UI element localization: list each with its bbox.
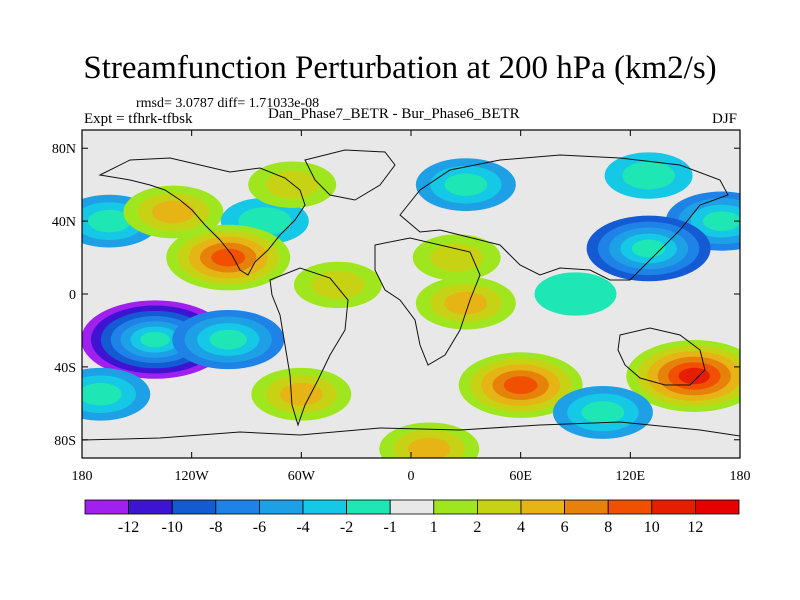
north-america-coast [98,157,306,276]
colorbar-swatch [215,499,260,515]
lat-tick-label: 80N [52,142,76,157]
colorbar-swatch [258,499,304,515]
africa-coast [374,237,481,366]
colorbar-swatch [607,499,653,515]
anomaly-10 [415,276,516,330]
contour-level [678,367,711,385]
contour-level [703,211,740,232]
greenland-coast [304,149,396,201]
lat-tick-label: 40N [52,215,76,230]
map-axes: 80N 40N 0 40S 80S 180 120W 60W 0 60E 120E 180 [52,130,751,484]
anomaly-17 [626,340,740,412]
coastlines [82,149,740,441]
anomaly-19 [534,272,617,316]
anomaly-11 [293,261,382,309]
colorbar-swatch [651,499,696,515]
colorbar-label: 12 [687,519,703,536]
colorbar-swatch [302,499,347,515]
colorbar: -12 -10 -8 -6 -4 -2 -1 1 2 4 6 8 10 12 [84,499,740,536]
eurasia-coast [399,154,729,281]
anomaly-16 [458,352,583,418]
anomaly-20 [379,422,480,458]
anomaly-4 [166,224,291,291]
anomaly-5 [248,161,337,208]
contour-level [407,437,451,458]
colorbar-label: -1 [384,519,397,536]
lon-tick-label: 0 [408,469,415,484]
contour-level [444,291,488,315]
lon-tick-label: 60W [288,469,316,484]
colorbar-label: -4 [296,519,309,536]
colorbar-label: -6 [253,519,266,536]
lon-tick-label: 60E [509,469,532,484]
south-america-coast [269,267,349,427]
colorbar-swatch [476,499,522,515]
anomaly-13 [172,309,285,370]
colorbar-swatch [346,499,391,515]
colorbar-swatch [84,499,129,515]
anomaly-18 [552,386,653,439]
colorbar-label: -8 [209,519,222,536]
lon-tick-label: 180 [730,469,751,484]
anomaly-14 [82,367,151,421]
colorbar-label: 8 [604,519,612,536]
contour-level [265,170,319,199]
colorbar-label: -10 [162,519,183,536]
colorbar-swatch [520,499,565,515]
contour-level [209,329,247,350]
colorbar-label: -12 [118,519,139,536]
season-label: DJF [712,111,738,127]
colorbar-label: 1 [430,519,438,536]
map-title: Streamfunction Perturbation at 200 hPa (… [83,50,717,86]
colorbar-label: 4 [517,519,525,536]
contour-level [151,200,195,224]
contour-level [211,248,246,267]
expt-label: Expt = tfhrk-tfbsk [84,111,193,127]
colorbar-swatch [564,499,609,515]
contour-level [444,173,488,196]
contour-level [534,272,617,316]
anomaly-9 [412,234,501,281]
colorbar-swatch [433,499,478,515]
anomaly-7 [604,152,693,199]
contour-level [503,376,538,395]
contour-level [140,331,170,348]
contour-level [581,401,625,424]
contour-field [82,152,740,458]
colorbar-swatch [171,499,217,515]
contour-level [631,239,666,258]
anomaly-8 [586,215,711,282]
subtitle-label: Dan_Phase7_BETR - Bur_Phase6_BETR [268,106,520,122]
anomaly-15 [251,367,352,421]
contour-level [279,382,323,406]
lat-tick-label: 80S [54,434,76,449]
lon-tick-label: 180 [72,469,93,484]
lat-tick-label: 0 [69,288,76,303]
lon-tick-label: 120W [175,469,210,484]
lat-tick-label: 40S [54,361,76,376]
colorbar-label: 10 [644,519,660,536]
contour-level [311,270,365,299]
contour-level [430,243,484,272]
australia-coast [617,327,706,386]
anomaly-2 [123,185,224,239]
colorbar-swatch [128,499,173,515]
colorbar-label: 2 [473,519,481,536]
colorbar-label: -2 [340,519,353,536]
contour-level [622,161,676,190]
anomaly-6 [415,158,516,212]
stats-label: rmsd= 3.0787 diff= 1.71033e-08 [136,96,320,111]
contour-level [82,382,122,406]
colorbar-swatch [695,499,740,515]
lon-tick-label: 120E [616,469,646,484]
contour-level [88,209,131,233]
colorbar-swatch [389,499,435,515]
colorbar-label: 6 [561,519,569,536]
antarctica-coast [82,421,740,441]
